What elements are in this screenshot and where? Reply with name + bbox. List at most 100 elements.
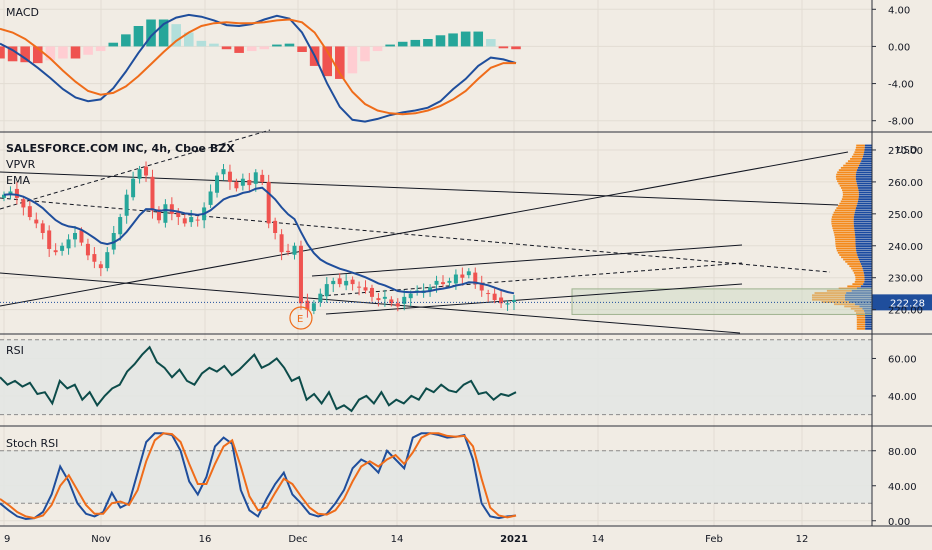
- vpvr-bar-down: [858, 196, 872, 198]
- candle-body: [66, 239, 71, 249]
- candle-body: [60, 245, 65, 251]
- vpvr-bar-up: [821, 301, 850, 303]
- trendline: [319, 262, 743, 297]
- macd-histogram-bar: [209, 43, 219, 47]
- vpvr-bar-down: [855, 178, 872, 180]
- candle-body: [292, 245, 297, 255]
- vpvr-bar-down: [855, 234, 872, 236]
- vpvr-bar-up: [843, 164, 860, 167]
- candle-body: [512, 300, 516, 302]
- candle-body: [144, 166, 149, 176]
- macd-histogram-bar: [183, 32, 194, 47]
- candle-body: [298, 245, 303, 304]
- vpvr-bar-up: [854, 280, 865, 283]
- vpvr-bar-up: [845, 162, 861, 165]
- vpvr-bar-up: [833, 229, 855, 232]
- price-tick-label: 250.00: [888, 210, 923, 221]
- candle-body: [286, 250, 291, 253]
- candle-body: [227, 171, 232, 182]
- macd-histogram-bar: [397, 41, 408, 47]
- vpvr-bar-up: [838, 182, 857, 185]
- vpvr-bar-up: [831, 220, 854, 223]
- candle-body: [382, 296, 387, 299]
- vpvr-bar-up: [842, 191, 859, 194]
- vpvr-bar-down: [865, 323, 872, 326]
- vpvr-bar-up: [831, 218, 854, 221]
- vpvr-bar-down: [858, 191, 872, 194]
- vpvr-bar-up: [851, 267, 863, 270]
- vpvr-bar-up: [856, 323, 866, 326]
- vpvr-bar-down: [853, 225, 872, 227]
- candle-body: [150, 176, 155, 211]
- vpvr-bar-up: [842, 189, 859, 192]
- vpvr-bar-down: [858, 258, 872, 261]
- vpvr-bar-up: [834, 236, 856, 239]
- price-tick-label: 220.00: [888, 306, 923, 317]
- candle-body: [376, 298, 381, 301]
- price-panel[interactable]: E 222.28: [0, 129, 932, 334]
- pane-labels: MACD SALESFORCE.COM INC, 4h, Cboe BZX VP…: [6, 6, 918, 450]
- vpvr-bar-up: [837, 180, 857, 183]
- vpvr-bar-down: [849, 301, 872, 303]
- stoch-rsi-panel[interactable]: [0, 432, 872, 521]
- candle-body: [124, 194, 129, 216]
- vpvr-bar-down: [855, 247, 872, 250]
- price-tick-label: 240.00: [888, 242, 923, 253]
- vpvr-bar-up: [831, 216, 854, 218]
- macd-histogram-bar: [435, 35, 446, 47]
- candle-body: [14, 188, 19, 198]
- macd-histogram-bar: [108, 42, 119, 47]
- price-tick-label: 230.00: [888, 274, 923, 285]
- vpvr-bar-up: [847, 285, 861, 288]
- symbol-title: SALESFORCE.COM INC, 4h, Cboe BZX: [6, 142, 235, 155]
- time-tick-label: Feb: [705, 534, 723, 545]
- vpvr-bar-up: [854, 310, 865, 312]
- candle-body: [34, 219, 39, 224]
- osc-band: [0, 450, 872, 504]
- vpvr-bar-up: [839, 184, 858, 187]
- vpvr-bar-up: [853, 272, 864, 274]
- trendline: [311, 244, 743, 277]
- vpvr-bar-down: [864, 144, 872, 147]
- time-tick-label: Nov: [91, 534, 111, 545]
- vpvr-bar-up: [833, 303, 855, 306]
- vpvr-bar-down: [855, 207, 872, 209]
- vpvr-bar-down: [856, 180, 872, 183]
- vpvr-bar-up: [854, 151, 865, 154]
- vpvr-bar-down: [865, 325, 872, 328]
- vpvr-label: VPVR: [6, 158, 36, 171]
- vpvr-bar-down: [855, 173, 872, 176]
- candle-body: [273, 220, 278, 233]
- vpvr-bar-down: [862, 267, 872, 270]
- candle-body: [305, 300, 310, 310]
- rsi-panel[interactable]: [0, 339, 872, 416]
- macd-panel[interactable]: [0, 13, 521, 123]
- candle-body: [79, 230, 84, 243]
- macd-histogram-bar: [246, 46, 257, 52]
- candle-body: [156, 209, 161, 221]
- vpvr-bar-up: [853, 153, 864, 156]
- candle-body: [473, 272, 478, 285]
- candle-body: [176, 211, 181, 218]
- vpvr-bar-up: [856, 318, 866, 321]
- vpvr-bar-down: [856, 204, 872, 207]
- vpvr-bar-down: [854, 227, 872, 230]
- price-tick-label: 260.00: [888, 178, 923, 189]
- vpvr-bar-up: [850, 307, 863, 310]
- candle-body: [311, 303, 316, 311]
- vpvr-bar-down: [845, 298, 872, 301]
- time-axis[interactable]: 9 Nov 16 Dec 14 2021 14 Feb 12: [4, 534, 808, 545]
- vpvr-bar-up: [838, 169, 858, 171]
- vpvr-bar-down: [855, 238, 872, 241]
- osc-tick-label: 40.00: [888, 482, 917, 493]
- vpvr-bar-down: [856, 249, 872, 252]
- candle-body: [53, 250, 58, 253]
- macd-histogram-bar: [32, 46, 43, 64]
- vpvr-bar-down: [860, 285, 872, 288]
- macd-tick-label: -8.00: [888, 117, 914, 128]
- candle-body: [350, 279, 355, 285]
- vpvr-bar-down: [861, 160, 872, 163]
- earnings-marker: [289, 306, 313, 330]
- vpvr-bar-down: [864, 312, 872, 315]
